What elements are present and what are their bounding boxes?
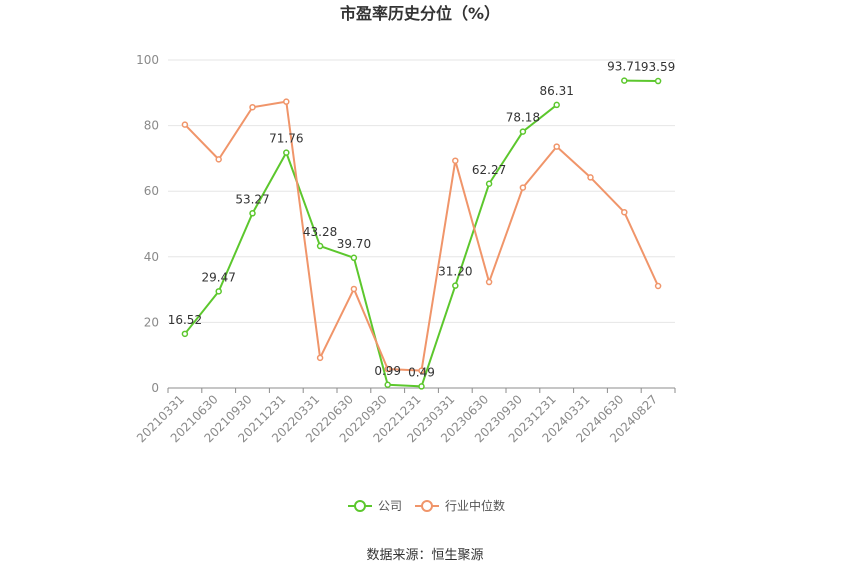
series-1-point bbox=[654, 282, 662, 290]
y-tick-label: 100 bbox=[136, 53, 159, 67]
data-label: 53.27 bbox=[235, 192, 269, 206]
series-0-point bbox=[485, 180, 493, 188]
series-1-point bbox=[519, 184, 527, 191]
legend[interactable]: 公司 行业中位数 bbox=[348, 498, 505, 513]
y-tick-label: 20 bbox=[144, 315, 159, 329]
series-0-point bbox=[452, 282, 459, 289]
series-1-point bbox=[316, 354, 324, 362]
legend-label: 行业中位数 bbox=[445, 498, 505, 513]
legend-item-1[interactable]: 行业中位数 bbox=[415, 498, 505, 513]
series-1-point bbox=[181, 121, 189, 128]
data-label: 0.49 bbox=[408, 365, 435, 379]
data-label: 31.20 bbox=[438, 265, 472, 279]
series-1-point bbox=[418, 367, 425, 374]
series-0-point bbox=[553, 101, 560, 109]
data-label: 39.70 bbox=[337, 237, 371, 251]
y-tick-label: 80 bbox=[144, 119, 159, 133]
series-0-point bbox=[418, 383, 425, 390]
data-label: 0.99 bbox=[374, 364, 401, 378]
series-1-point bbox=[485, 278, 493, 286]
legend-item-0[interactable]: 公司 bbox=[348, 499, 402, 513]
series-0-point bbox=[316, 242, 324, 250]
legend-label: 公司 bbox=[378, 499, 402, 513]
source-note: 数据来源：恒生聚源 bbox=[366, 548, 483, 563]
series-0-point bbox=[519, 128, 527, 135]
legend-swatch-marker bbox=[354, 500, 366, 512]
series-1-point bbox=[452, 157, 459, 164]
series-0-point bbox=[621, 77, 628, 84]
series-1-point bbox=[384, 365, 391, 373]
series-0-point bbox=[249, 210, 256, 217]
chart-title: 市盈率历史分位（%） bbox=[340, 4, 500, 23]
series-1-point bbox=[621, 208, 628, 216]
y-tick-label: 60 bbox=[144, 184, 159, 198]
series-0-point bbox=[181, 330, 189, 338]
grid bbox=[168, 59, 675, 323]
series-layer bbox=[181, 77, 662, 390]
series-1-point bbox=[553, 143, 560, 150]
y-tick-label: 40 bbox=[144, 250, 159, 264]
legend-swatch-marker bbox=[421, 500, 433, 512]
y-tick-label: 0 bbox=[151, 381, 159, 395]
series-line-1 bbox=[184, 100, 660, 372]
series-0-point bbox=[350, 254, 358, 262]
series-1-point bbox=[283, 98, 290, 105]
data-label: 16.52 bbox=[168, 313, 202, 327]
series-0-point bbox=[654, 77, 662, 85]
data-label: 43.28 bbox=[303, 225, 337, 239]
data-label: 93.59 bbox=[641, 60, 675, 74]
series-1-point bbox=[350, 285, 358, 293]
data-label: 71.76 bbox=[269, 132, 303, 146]
series-0-point bbox=[215, 288, 222, 295]
series-line-0 bbox=[184, 104, 558, 388]
series-0-point bbox=[384, 381, 391, 389]
data-label: 93.71 bbox=[607, 60, 641, 74]
series-1-point bbox=[215, 156, 222, 163]
series-1-point bbox=[249, 103, 256, 111]
series-1-point bbox=[587, 174, 594, 181]
data-label: 86.31 bbox=[540, 84, 574, 98]
data-label: 29.47 bbox=[202, 270, 236, 284]
data-label: 78.18 bbox=[506, 111, 540, 125]
data-label: 62.27 bbox=[472, 163, 506, 177]
series-0-point bbox=[283, 149, 290, 156]
